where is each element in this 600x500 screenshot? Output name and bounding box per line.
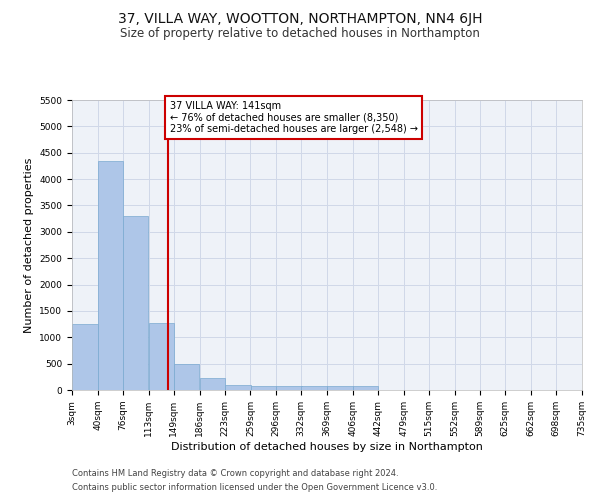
Bar (149, 323, 174, 390)
Text: Contains public sector information licensed under the Open Government Licence v3: Contains public sector information licen… (72, 484, 437, 492)
Y-axis label: Number of detached properties: Number of detached properties (24, 158, 34, 332)
X-axis label: Distribution of detached houses by size in Northampton: Distribution of detached houses by size … (171, 442, 483, 452)
Bar (327, 386, 353, 390)
Bar (123, 216, 148, 390)
Bar (277, 386, 302, 390)
Bar (226, 384, 251, 390)
Bar (301, 386, 327, 390)
Bar (72, 324, 98, 390)
Text: 37, VILLA WAY, WOOTTON, NORTHAMPTON, NN4 6JH: 37, VILLA WAY, WOOTTON, NORTHAMPTON, NN4… (118, 12, 482, 26)
Bar (251, 386, 276, 390)
Bar (98, 160, 124, 390)
Bar (200, 378, 225, 390)
Bar (174, 364, 199, 390)
Text: 37 VILLA WAY: 141sqm
← 76% of detached houses are smaller (8,350)
23% of semi-de: 37 VILLA WAY: 141sqm ← 76% of detached h… (170, 101, 418, 134)
Text: Size of property relative to detached houses in Northampton: Size of property relative to detached ho… (120, 28, 480, 40)
Text: Contains HM Land Registry data © Crown copyright and database right 2024.: Contains HM Land Registry data © Crown c… (72, 468, 398, 477)
Bar (353, 386, 379, 390)
